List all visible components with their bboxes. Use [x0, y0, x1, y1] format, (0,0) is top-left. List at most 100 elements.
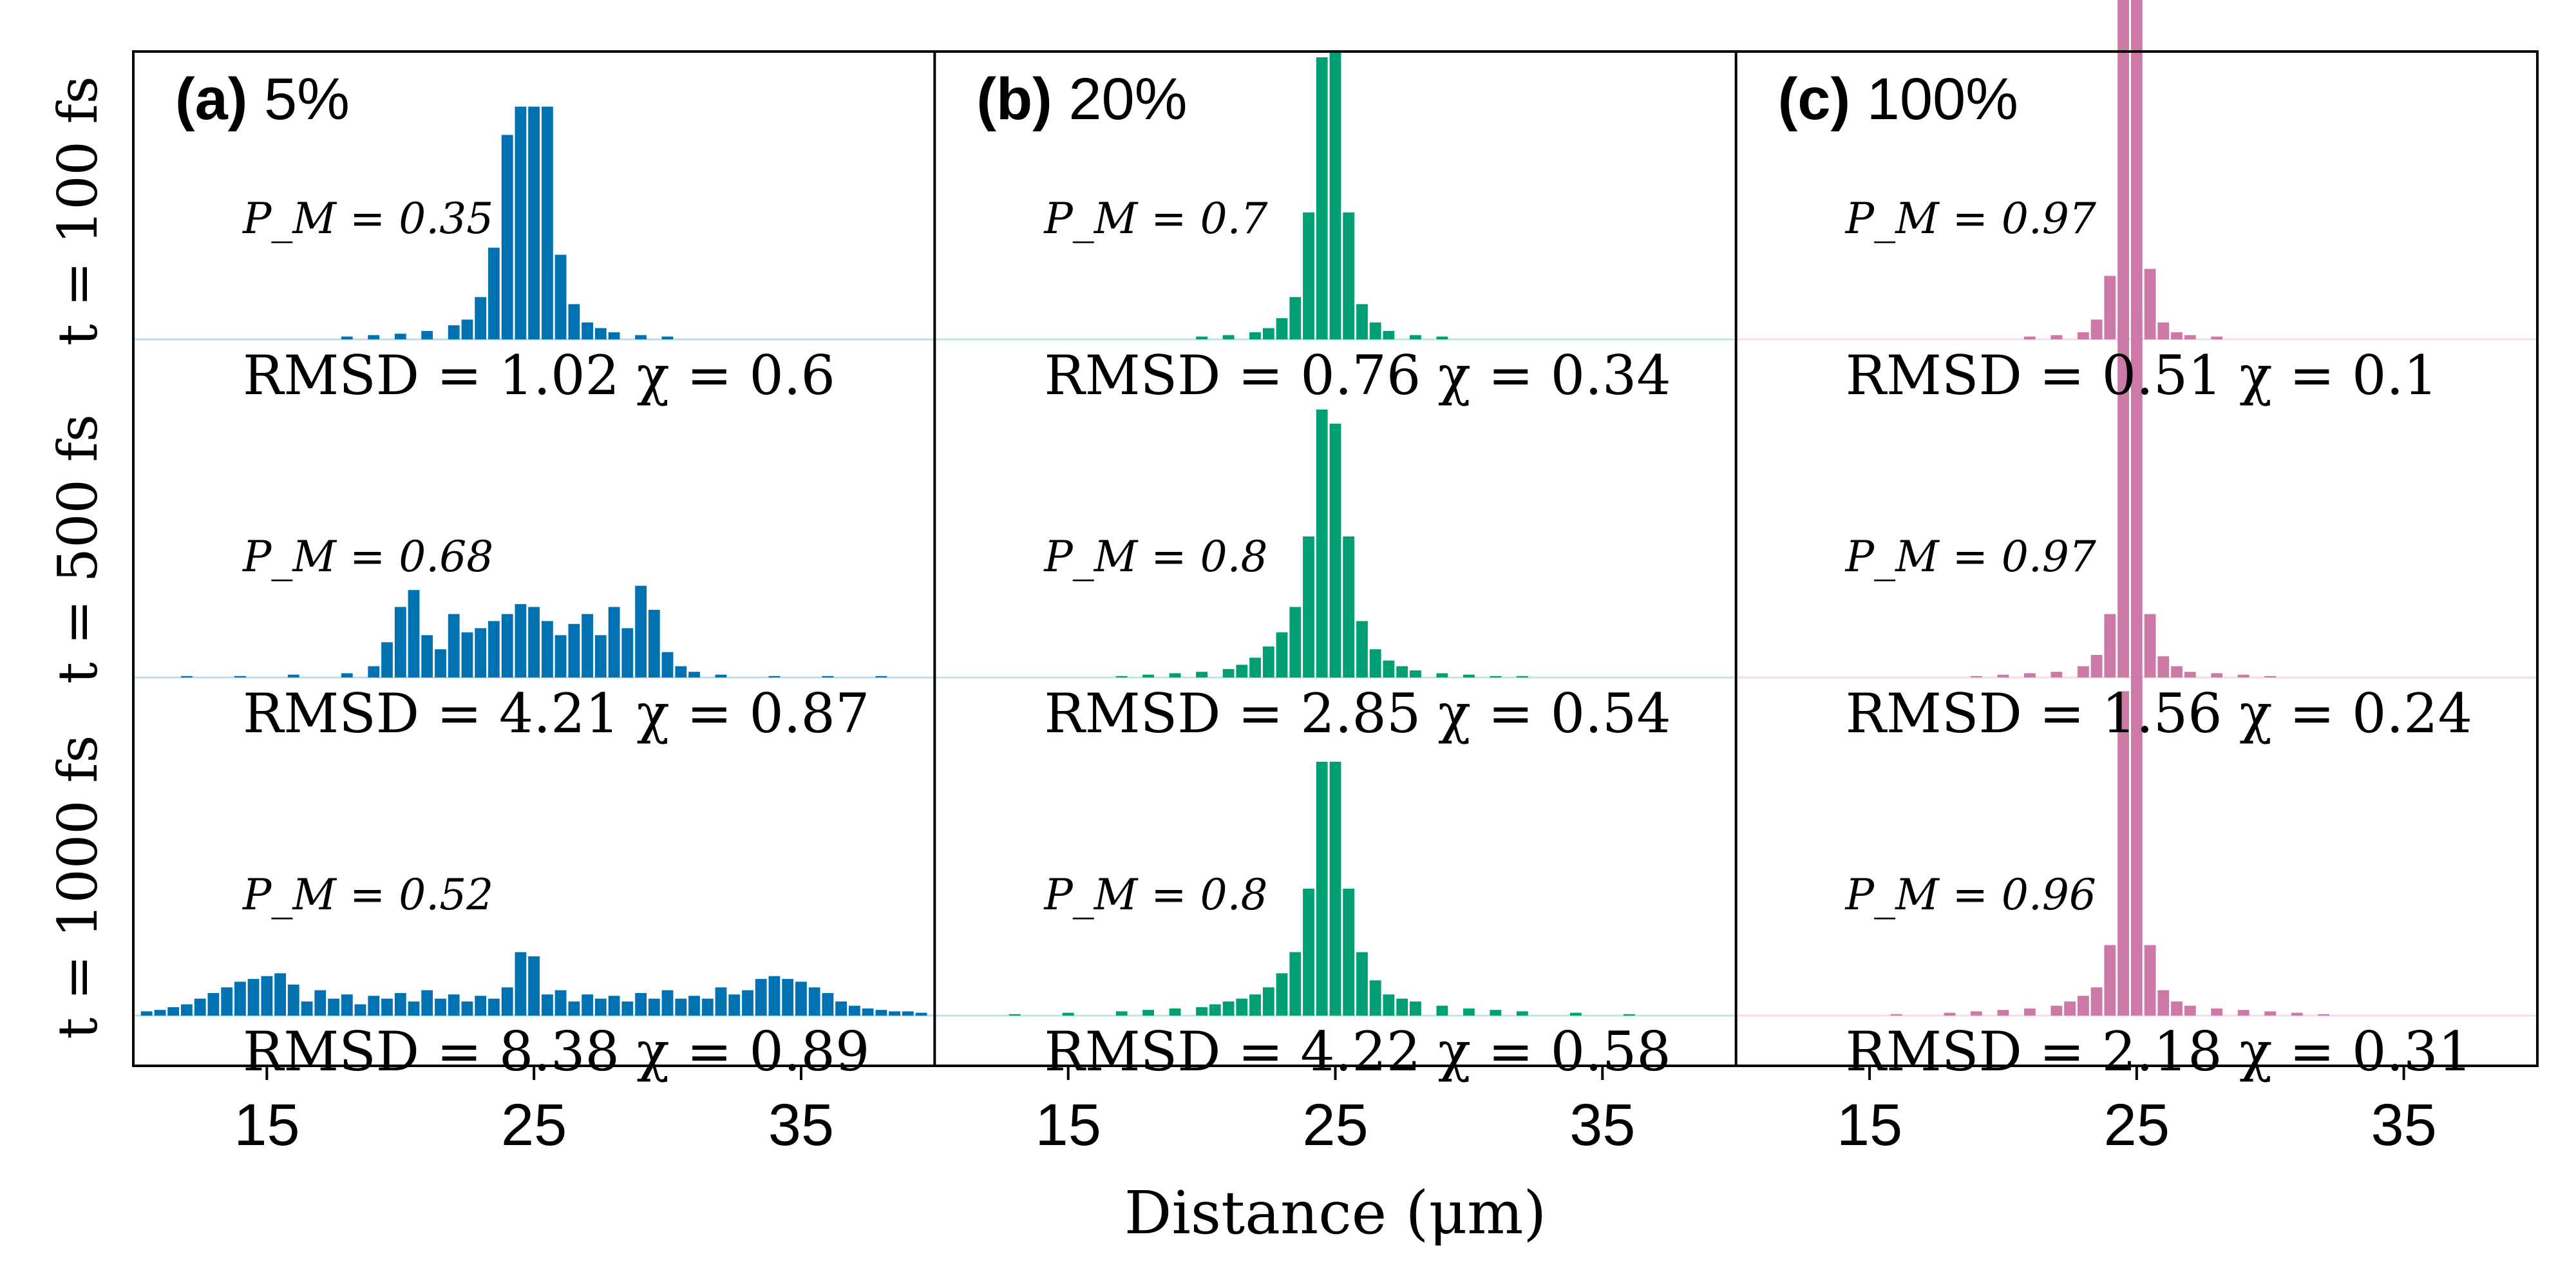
histogram-bar [2157, 990, 2170, 1016]
histogram-bar [528, 106, 540, 339]
histogram-bar [1343, 212, 1355, 339]
histogram-bar [475, 297, 487, 339]
histogram-bar [381, 642, 393, 678]
histogram-bar [1289, 607, 1302, 677]
histogram-bar [1463, 1009, 1475, 1016]
histogram-bar [1383, 994, 1395, 1016]
histogram-bar [181, 676, 193, 677]
histogram-bar [1236, 665, 1248, 677]
histogram-bar [1316, 409, 1328, 677]
histogram-bar [2171, 1001, 2183, 1016]
histogram-bar [1516, 676, 1528, 677]
histogram-bar [368, 666, 380, 677]
histogram-bar [542, 994, 553, 1016]
histogram-bar [594, 998, 607, 1016]
histogram-bar [2237, 1010, 2249, 1016]
histogram-bar [408, 1001, 420, 1016]
histogram-bar [1303, 888, 1314, 1016]
histogram-bar [1356, 304, 1368, 340]
histogram-bar [2157, 322, 2170, 339]
histogram-bar [181, 1004, 193, 1016]
x-tick-label: 15 [1036, 1092, 1101, 1158]
histogram-bar [715, 987, 727, 1016]
histogram-bar [2090, 987, 2103, 1016]
histogram-bar [1890, 1014, 1902, 1016]
histogram-bar [1276, 318, 1288, 339]
histogram-bar [1303, 536, 1314, 677]
histogram-bar [2184, 335, 2196, 339]
histogram-bar [608, 332, 620, 339]
histogram-bar [1316, 761, 1328, 1016]
histogram-bar [1222, 335, 1235, 339]
histogram-bar [1329, 50, 1341, 339]
histogram-bar [488, 247, 500, 339]
rmsd-chi-annotation: RMSD = 0.51 χ = 0.1 [1846, 344, 2438, 407]
histogram-bar [1396, 998, 1408, 1016]
histogram-bar [1623, 1014, 1635, 1016]
histogram-bar [635, 585, 647, 677]
histogram-bar [2184, 672, 2196, 677]
histogram-bar [1356, 952, 1368, 1016]
panel-percent: 100% [1867, 66, 2018, 132]
histogram-bar [2050, 672, 2063, 677]
rmsd-chi-annotation: RMSD = 4.22 χ = 0.58 [1044, 1020, 1671, 1083]
histogram-bar [701, 998, 714, 1016]
histogram-bar [1262, 987, 1274, 1016]
histogram-bar [1142, 674, 1154, 677]
panel-percent: 20% [1068, 66, 1187, 132]
histogram-bar [1222, 1001, 1235, 1016]
histogram-bar [742, 990, 753, 1016]
histogram-bar [1369, 322, 1381, 339]
histogram-bar [568, 304, 580, 340]
panel-letter: (c) [1778, 66, 1867, 132]
histogram-bar [1343, 536, 1355, 677]
histogram-bar [554, 990, 567, 1016]
histogram-bar [582, 614, 593, 677]
histogram-bar [1303, 212, 1314, 339]
x-tick-label: 25 [501, 1092, 567, 1158]
histogram-bar [875, 1010, 887, 1016]
histogram-bar [1249, 332, 1261, 339]
histogram-bar [1196, 336, 1208, 339]
histogram-bar [140, 1011, 153, 1016]
histogram-bar [167, 1007, 180, 1016]
histogram-bar [2024, 1009, 2036, 1016]
histogram-bar [194, 998, 206, 1016]
histogram-bar [2144, 614, 2156, 677]
histogram-bar [661, 336, 674, 339]
pm-annotation: P_M = 0.8 [1043, 870, 1267, 920]
histogram-bar [287, 984, 299, 1016]
histogram-bar [822, 993, 834, 1016]
histogram-bar [394, 607, 406, 677]
histogram-bar [2130, 317, 2143, 677]
histogram-bar [1115, 1011, 1128, 1016]
histogram-bar [2050, 335, 2063, 339]
histogram-bar [234, 676, 246, 677]
histogram-bar [341, 673, 353, 677]
histogram-bar [528, 956, 540, 1016]
histogram-bar [675, 666, 687, 677]
pm-annotation: P_M = 0.97 [1845, 532, 2096, 582]
x-tick-label: 35 [2371, 1092, 2436, 1158]
histogram-bar [421, 990, 433, 1016]
histogram-bar [515, 604, 527, 677]
histogram-bar [1997, 674, 2009, 677]
pm-annotation: P_M = 0.35 [242, 194, 493, 243]
histogram-bar [515, 952, 527, 1016]
panel-letter: (a) [175, 66, 264, 132]
x-tick-label: 35 [768, 1092, 834, 1158]
pm-annotation: P_M = 0.8 [1043, 532, 1267, 582]
histogram-bar [207, 993, 220, 1016]
histogram-bar [795, 981, 807, 1016]
histogram-bar [528, 607, 540, 677]
histogram-bar [1971, 1011, 1982, 1016]
histogram-bar [1383, 660, 1395, 677]
histogram-bar [2078, 332, 2089, 339]
histogram-bar [568, 623, 580, 677]
histogram-bar [875, 676, 887, 677]
histogram-bar [1410, 335, 1421, 339]
histogram-bar [488, 621, 500, 677]
histogram-bar [501, 987, 513, 1016]
rmsd-chi-annotation: RMSD = 0.76 χ = 0.34 [1044, 344, 1671, 407]
rmsd-chi-annotation: RMSD = 4.21 χ = 0.87 [243, 682, 869, 745]
